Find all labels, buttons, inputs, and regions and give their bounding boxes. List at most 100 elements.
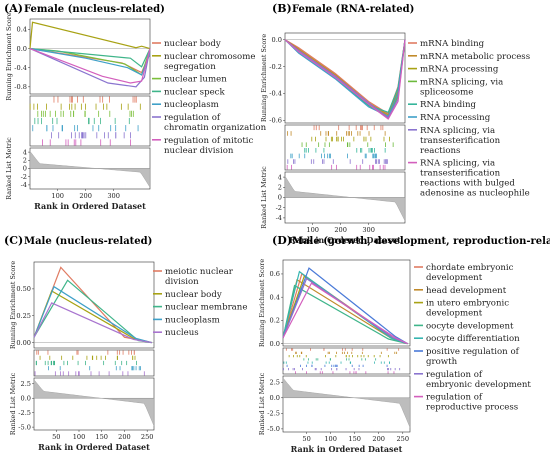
xtick-label: 200 <box>372 435 385 443</box>
legend-label-4: oocyte differentiation <box>426 334 520 344</box>
metric-tick-label: 2.5 <box>21 380 32 388</box>
metric-frame <box>282 375 411 433</box>
xtick-label: 50 <box>302 435 310 443</box>
ytick-label: -0.2 <box>269 63 282 71</box>
ytick-label: 0.25 <box>16 312 31 320</box>
legend-label-6: RNA splicing, via <box>420 126 495 136</box>
series-line-3 <box>33 285 152 344</box>
ytick-label: -0.4 <box>14 64 27 72</box>
metric-tick-label: 2.5 <box>270 378 281 386</box>
metric-tick-label: 4 <box>278 173 282 181</box>
legend-label-5: regulation of <box>164 113 221 123</box>
panel-label: (D) <box>272 234 292 247</box>
legend-label-0: division <box>165 277 199 287</box>
series-line-1 <box>29 21 151 50</box>
panel-title: Female (RNA-related) <box>292 4 414 15</box>
ytick-label: 0.6 <box>270 270 281 278</box>
xtick-label: 250 <box>396 435 409 443</box>
series-line-6 <box>29 48 151 84</box>
legend-label-6: nuclear division <box>164 146 234 156</box>
legend-label-3: nucleoplasm <box>165 315 220 325</box>
legend-label-1: nuclear chromosome <box>164 52 255 62</box>
metric-area <box>29 150 151 189</box>
legend-label-6: regulation of <box>426 370 483 380</box>
legend-label-7: transesterification <box>420 169 501 179</box>
panel-title: Male (gorwth, development, reproduction-… <box>292 236 550 247</box>
xtick-label: 100 <box>306 226 319 234</box>
metric-area <box>284 175 406 222</box>
metric-tick-label: -2 <box>21 173 27 181</box>
metric-tick-label: 0.0 <box>21 394 32 402</box>
series-line-1 <box>33 290 152 344</box>
legend-label-3: mRNA splicing, via <box>420 77 503 87</box>
series-line-0 <box>33 266 152 344</box>
metric-tick-label: 4 <box>23 148 27 156</box>
legend-label-6: transesterification <box>420 136 501 146</box>
series-line-5 <box>284 39 406 118</box>
legend-label-7: regulation of <box>426 393 483 403</box>
metric-tick-label: 0 <box>23 165 27 173</box>
legend-label-7: reactions with bulged <box>420 179 515 189</box>
legend-label-1: segregation <box>164 62 216 72</box>
metric-ylabel: Ranked List Metric <box>9 372 17 435</box>
legend-label-7: adenosine as nucleophile <box>420 189 530 199</box>
ytick-label: 0.2 <box>270 317 281 325</box>
es-ylabel: Running Enrichment Score <box>9 261 17 349</box>
panel-label: (A) <box>4 2 23 15</box>
es-ylabel: Running Enrichment Score <box>260 34 268 122</box>
legend-label-2: mRNA processing <box>420 65 499 75</box>
ytick-label: 0.50 <box>16 285 31 293</box>
legend-label-4: RNA binding <box>420 100 476 110</box>
legend-label-0: meiotic nuclear <box>165 267 234 277</box>
x-axis-label: Rank in Ordered Dataset <box>34 201 146 211</box>
es-frame <box>282 259 411 347</box>
legend-label-3: nuclear speck <box>164 87 225 97</box>
panel-2: (C) Male (nucleus-related) 0.50 0.25 0.00Run… <box>4 234 247 452</box>
series-line-3 <box>29 48 151 68</box>
metric-area <box>282 377 411 428</box>
series-line-7 <box>282 282 408 345</box>
legend-label-5: RNA processing <box>420 113 491 123</box>
xtick-label: 200 <box>79 192 92 200</box>
legend-label-0: development <box>426 273 483 283</box>
panel-title: Male (nucleus-related) <box>24 236 152 247</box>
legend-label-5: chromatin organization <box>164 123 267 133</box>
xtick-label: 100 <box>73 433 86 441</box>
es-ylabel: Running Enrichment Score <box>258 259 266 347</box>
series-line-4 <box>33 302 152 344</box>
legend-label-0: chordate embryonic <box>426 263 514 273</box>
ytick-label: -0.4 <box>269 90 282 98</box>
ytick-label: -0.8 <box>14 83 27 91</box>
legend-label-4: nucleus <box>165 328 199 338</box>
metric-tick-label: -4 <box>21 181 27 189</box>
legend-label-6: reactions <box>420 146 460 156</box>
series-line-7 <box>284 39 406 120</box>
legend-label-1: nuclear body <box>165 290 222 300</box>
legend-label-6: embryonic development <box>426 380 531 390</box>
metric-tick-label: 2 <box>23 157 27 165</box>
legend-label-3: oocyte development <box>426 321 514 331</box>
panel-0: (A) Female (nucleus-related) 0.4 0.0 -0.4 -0.… <box>4 2 267 211</box>
metric-ylabel: Ranked List Metric <box>260 166 268 229</box>
hits-frame <box>29 95 151 147</box>
legend-label-2: in utero embryonic <box>426 299 509 309</box>
legend-label-5: growth <box>426 357 458 367</box>
metric-ylabel: Ranked List Metric <box>5 137 13 200</box>
xtick-label: 100 <box>324 435 337 443</box>
es-ylabel: Running Enrichment Score <box>5 12 13 100</box>
xtick-label: 300 <box>107 192 120 200</box>
legend-label-7: reproductive process <box>426 403 518 413</box>
ytick-label: 0.0 <box>270 340 281 348</box>
ytick-label: 0.0 <box>17 45 28 53</box>
panel-1: (B) Female (RNA-related) 0.0 -0.2 -0.4 -0.6Ru… <box>260 2 530 245</box>
metric-tick-label: -4 <box>276 214 282 222</box>
metric-ylabel: Ranked List Metric <box>258 372 266 435</box>
x-axis-label: Rank in Ordered Dataset <box>291 444 403 454</box>
legend-label-1: mRNA metabolic process <box>420 52 530 62</box>
ytick-label: 0.4 <box>270 293 281 301</box>
panel-label: (B) <box>272 2 292 15</box>
legend-label-7: RNA splicing, via <box>420 159 495 169</box>
ytick-label: 0.00 <box>16 339 31 347</box>
metric-area <box>33 379 155 427</box>
metric-tick-label: -2 <box>276 204 282 212</box>
